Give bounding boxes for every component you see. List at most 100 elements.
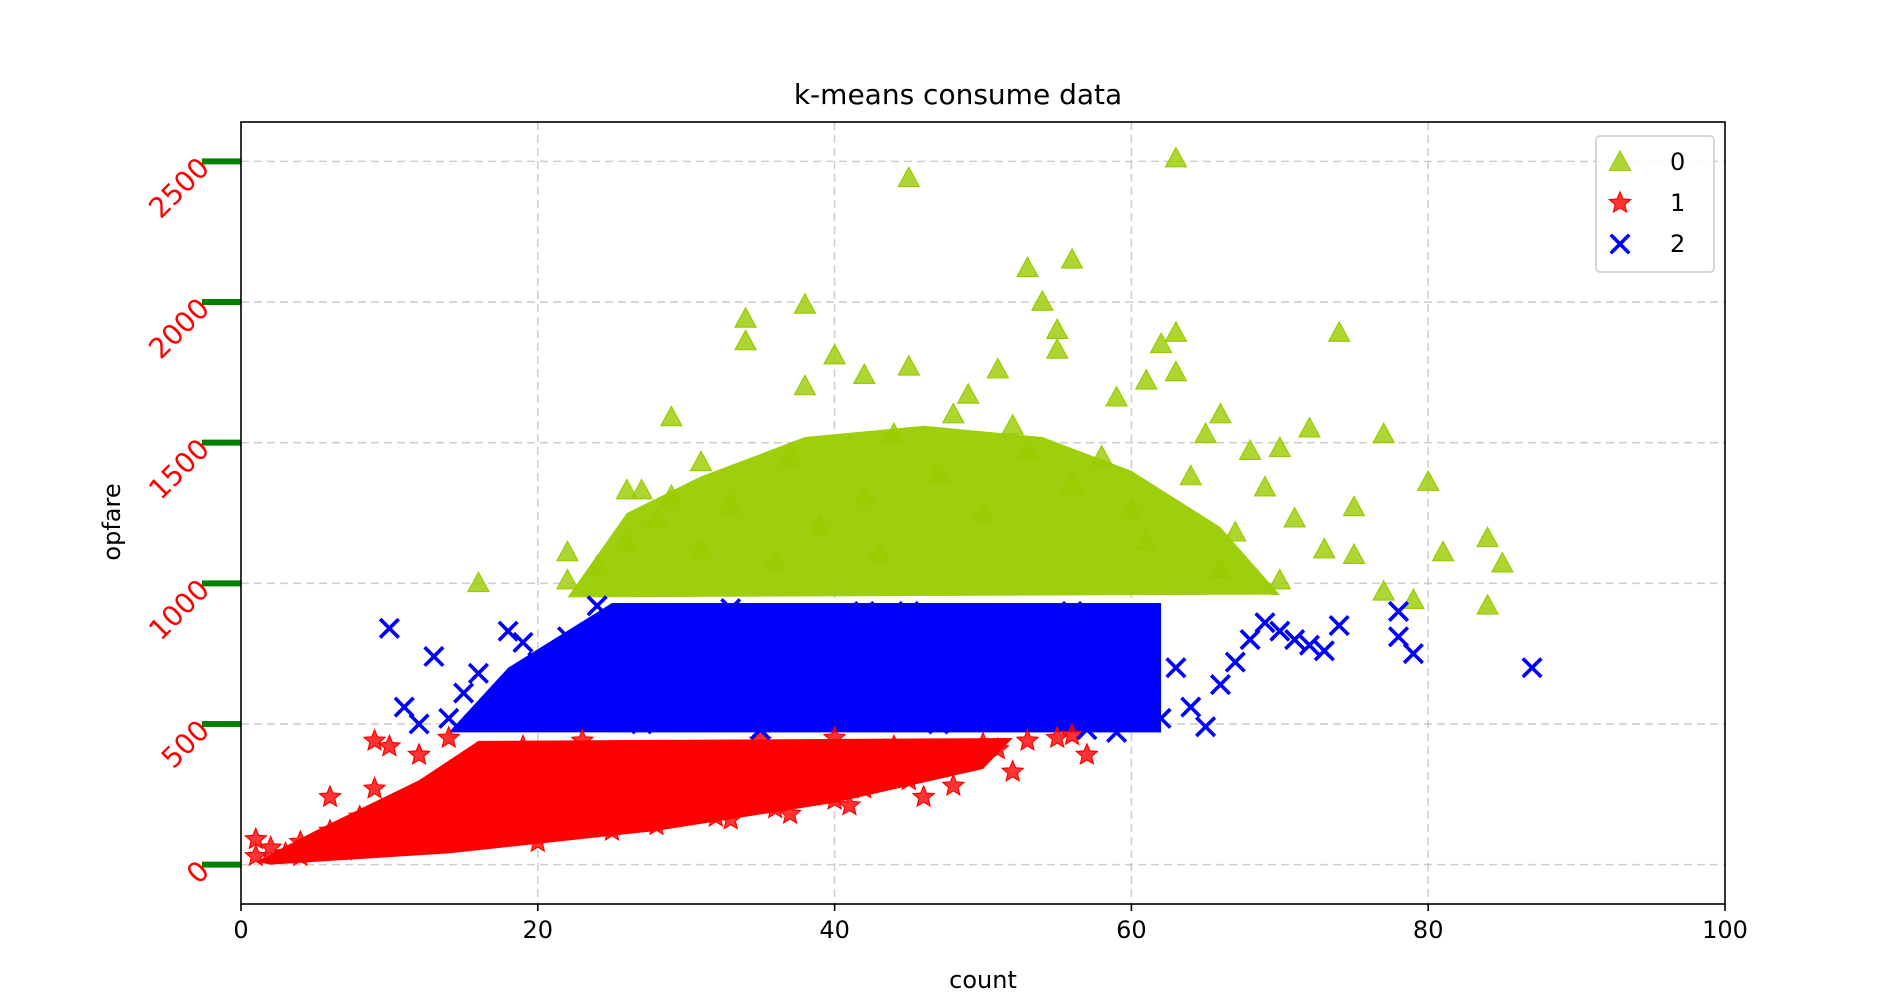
data-point: [1431, 540, 1455, 562]
data-point: [614, 787, 639, 811]
data-point: [1030, 289, 1054, 311]
data-point: [674, 792, 699, 816]
data-point: [779, 662, 801, 684]
data-point: [423, 645, 445, 668]
x-tick-label: 80: [1413, 916, 1444, 944]
data-point: [735, 623, 757, 645]
x-tick-label: 0: [233, 916, 248, 944]
data-point: [897, 354, 921, 376]
data-point: [555, 753, 580, 777]
data-point: [436, 767, 461, 791]
data-point: [1327, 320, 1351, 342]
data-point: [451, 823, 476, 847]
data-point: [512, 631, 534, 653]
legend: 0 1 2: [1595, 135, 1715, 273]
data-point: [525, 829, 550, 853]
data-point: [570, 728, 595, 751]
data-point: [467, 662, 489, 684]
data-point: [288, 843, 313, 867]
data-point: [956, 745, 981, 768]
data-point: [1313, 640, 1335, 662]
data-point: [734, 306, 758, 328]
data-point: [793, 292, 817, 314]
data-point: [1076, 719, 1098, 741]
data-point: [586, 662, 608, 684]
data-point: [1490, 551, 1514, 573]
data-point: [629, 770, 654, 794]
data-point: [466, 571, 490, 593]
data-point: [852, 776, 877, 799]
data-point: [1149, 331, 1173, 354]
data-point: [913, 634, 935, 656]
data-point: [1269, 620, 1291, 642]
data-point: [377, 832, 402, 856]
data-point: [807, 756, 832, 780]
data-point: [1106, 721, 1128, 743]
data-point: [497, 620, 519, 642]
data-point: [1312, 537, 1336, 559]
data-point: [809, 634, 831, 656]
data-point: [1298, 634, 1321, 656]
data-point: [1283, 506, 1307, 528]
data-point: [1476, 526, 1500, 548]
data-point: [1119, 497, 1143, 520]
data-point: [763, 548, 787, 570]
data-point: [749, 719, 771, 741]
data-point: [1476, 593, 1500, 615]
data-point: [719, 492, 743, 514]
data-point: [1253, 475, 1277, 497]
legend-label: 0: [1670, 148, 1685, 176]
x-tick-label: 20: [523, 916, 554, 944]
data-point: [556, 626, 579, 648]
cluster-0-core: [567, 425, 1280, 598]
data-point: [659, 745, 684, 768]
legend-marker-0: [1608, 149, 1632, 171]
data-point: [436, 725, 461, 749]
data-point: [794, 612, 816, 634]
data-point: [822, 725, 847, 749]
x-tick-label: 100: [1702, 916, 1748, 944]
data-point: [1060, 472, 1084, 494]
cluster-density-bands: [255, 425, 1280, 865]
data-point: [1001, 413, 1025, 435]
data-point: [1150, 707, 1172, 729]
data-point: [243, 826, 268, 850]
data-point: [985, 736, 1010, 760]
data-point: [1195, 716, 1217, 738]
data-point: [1045, 337, 1069, 359]
data-point: [496, 795, 521, 819]
x-tick-label: 40: [819, 916, 850, 944]
data-point: [615, 531, 639, 553]
data-point: [1208, 402, 1232, 424]
y-tick-marks: [202, 158, 241, 868]
cluster-2-core: [612, 603, 1162, 733]
x-axis-label: count: [949, 966, 1017, 994]
series-0: [466, 146, 1514, 615]
data-point: [1105, 385, 1129, 407]
data-point: [733, 767, 758, 791]
data-point: [971, 500, 995, 522]
data-point: [1238, 438, 1262, 460]
data-point: [332, 838, 357, 861]
data-point: [1284, 629, 1306, 651]
data-point: [793, 374, 817, 396]
legend-marker-2: [1609, 233, 1631, 255]
data-point: [1016, 696, 1039, 718]
data-point: [645, 674, 668, 696]
data-point: [1165, 657, 1187, 679]
data-point: [601, 702, 623, 724]
data-point: [556, 540, 579, 562]
data-point: [1387, 600, 1410, 622]
data-point: [1224, 651, 1246, 673]
data-point: [542, 690, 564, 713]
data-point: [392, 801, 417, 825]
legend-label: 1: [1670, 189, 1685, 217]
data-point: [556, 568, 579, 590]
data-point: [867, 540, 891, 562]
data-point: [585, 554, 609, 576]
data-point: [586, 595, 608, 617]
data-point: [631, 713, 653, 735]
data-point: [645, 506, 668, 528]
data-point: [273, 840, 298, 864]
data-point: [1239, 629, 1261, 651]
